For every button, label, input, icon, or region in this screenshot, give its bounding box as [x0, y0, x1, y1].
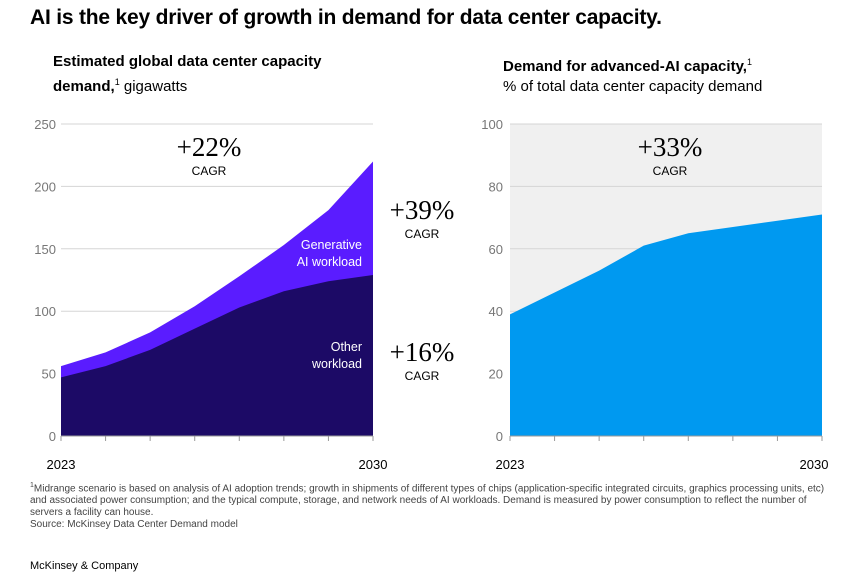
right-y-tick-label: 20	[489, 367, 503, 382]
left-x-tick-label-end: 2030	[359, 457, 388, 472]
right-chart-title-text: Demand for advanced-AI capacity,	[503, 58, 747, 75]
left-chart-title: Estimated global data center capacity de…	[53, 52, 383, 97]
right-chart-x-axis: 2023 2030	[496, 435, 829, 472]
brand-logo-text: McKinsey & Company	[30, 560, 139, 572]
right-y-tick-label: 0	[496, 429, 503, 444]
right-chart-y-axis: 0 20 40 60 80 100	[481, 117, 503, 444]
left-y-tick-label: 150	[34, 242, 56, 257]
left-chart-y-axis: 0 50 100 150 200 250	[34, 117, 56, 444]
total-cagr-value: +22%	[177, 132, 242, 162]
right-x-tick-label-start: 2023	[496, 457, 525, 472]
other-workload-label-line1: Other	[331, 340, 362, 354]
other-workload-cagr-value: +16%	[390, 337, 455, 367]
generative-ai-cagr-value: +39%	[390, 195, 455, 225]
footnote-marker: 1	[30, 482, 34, 489]
left-chart-title-text: Estimated global data center capacity de…	[53, 53, 322, 95]
generative-ai-cagr-label: CAGR	[405, 227, 440, 241]
other-workload-area	[61, 275, 373, 436]
left-x-tick-label-start: 2023	[47, 457, 76, 472]
left-chart-x-axis: 2023 2030	[47, 435, 388, 472]
footnote-text: Midrange scenario is based on analysis o…	[30, 483, 825, 519]
total-cagr-label: CAGR	[192, 164, 227, 178]
advanced-ai-cagr-value: +33%	[638, 132, 703, 162]
other-workload-cagr-label: CAGR	[405, 369, 440, 383]
left-y-tick-label: 0	[49, 429, 56, 444]
right-y-tick-label: 40	[489, 304, 503, 319]
left-y-tick-label: 50	[42, 367, 56, 382]
left-y-tick-label: 200	[34, 179, 56, 194]
page-title: AI is the key driver of growth in demand…	[30, 6, 662, 29]
right-y-tick-label: 60	[489, 242, 503, 257]
generative-ai-label-line2: AI workload	[297, 255, 362, 269]
left-chart-subtitle: gigawatts	[123, 78, 188, 95]
left-y-tick-label: 100	[34, 304, 56, 319]
advanced-ai-cagr-label: CAGR	[653, 164, 688, 178]
right-y-tick-label: 80	[489, 179, 503, 194]
generative-ai-label-line1: Generative	[301, 238, 362, 252]
footnote: 1Midrange scenario is based on analysis …	[30, 480, 830, 531]
left-chart-title-footnote: 1	[114, 77, 120, 87]
advanced-ai-area	[510, 214, 822, 436]
right-chart-title: Demand for advanced-AI capacity,1 % of t…	[503, 52, 833, 97]
other-workload-label-line2: workload	[311, 357, 362, 371]
source-note: Source: McKinsey Data Center Demand mode…	[30, 519, 238, 531]
right-x-tick-label-end: 2030	[800, 457, 829, 472]
left-y-tick-label: 250	[34, 117, 56, 132]
right-chart-subtitle: % of total data center capacity demand	[503, 78, 763, 95]
right-chart-title-footnote: 1	[746, 57, 752, 67]
right-y-tick-label: 100	[481, 117, 503, 132]
